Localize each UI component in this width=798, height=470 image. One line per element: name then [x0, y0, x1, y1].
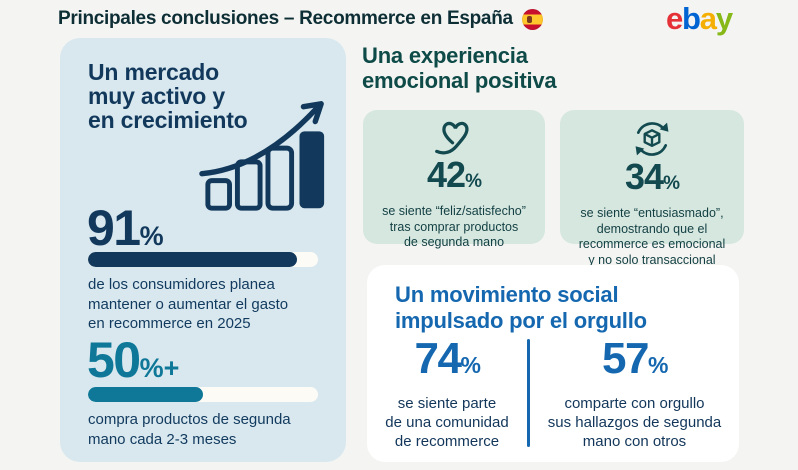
desc-line: mano con otros: [582, 433, 687, 450]
stat-unit: %: [663, 173, 680, 194]
heading-line: emocional positiva: [362, 68, 557, 93]
stat-91-progress-bar: [88, 252, 318, 267]
desc-line: recommerce es emocional: [578, 237, 726, 251]
stat-57-description: comparte con orgullo sus hallazgos de se…: [530, 394, 739, 451]
desc-line: sus hallazgos de segunda: [547, 414, 722, 431]
heading-line: muy activo y: [88, 83, 225, 109]
desc-line: de los consumidores planea: [88, 276, 275, 293]
ebay-logo-letter: a: [699, 1, 717, 36]
desc-line: se siente “feliz/satisfecho”: [382, 204, 526, 218]
heading-line: Un mercado: [88, 59, 219, 85]
stat-number: 50: [87, 332, 141, 388]
stat-50-description: compra productos de segunda mano cada 2-…: [88, 410, 291, 449]
ebay-logo-letter: e: [666, 1, 683, 36]
stat-42-value: 42%: [427, 154, 482, 200]
stat-card-happy: 42% se siente “feliz/satisfecho” tras co…: [363, 110, 545, 249]
desc-line: demostrando que el: [596, 221, 708, 236]
stat-74-description: se siente parte de una comunidad de reco…: [367, 394, 527, 451]
stat-number: 57: [602, 334, 649, 383]
desc-line: en recommerce en 2025: [88, 315, 251, 332]
page-title: Principales conclusiones – Recommerce en…: [58, 8, 513, 29]
ebay-logo: ebay: [666, 0, 733, 38]
stat-50-progress-bar: [88, 387, 318, 402]
stat-91-description: de los consumidores planea mantener o au…: [88, 275, 288, 334]
stat-number: 91: [87, 200, 141, 256]
stat-50-value: 50%+: [87, 335, 180, 392]
desc-line: de segunda mano: [403, 235, 505, 249]
heading-line: en crecimiento: [88, 107, 248, 133]
header: Principales conclusiones – Recommerce en…: [58, 8, 543, 30]
stat-unit: %+: [139, 353, 180, 383]
stat-57-block: 57% comparte con orgullo sus hallazgos d…: [530, 336, 739, 451]
desc-line: se siente parte: [397, 395, 497, 412]
heading-line: impulsado por el orgullo: [395, 308, 647, 333]
social-card-heading: Un movimiento social impulsado por el or…: [395, 282, 647, 334]
vertical-divider: [527, 339, 530, 447]
desc-line: y no solo transaccional: [588, 252, 716, 267]
spain-flag-icon: [521, 8, 543, 30]
stat-card-excited: 34% se siente “entusiasmado”, demostrand…: [560, 110, 744, 267]
desc-line: tras comprar productos: [389, 219, 519, 234]
desc-line: se siente “entusiasmado”,: [580, 206, 724, 220]
ebay-logo-letter: y: [715, 1, 733, 36]
stat-91-value: 91%: [87, 203, 164, 260]
desc-line: mantener o aumentar el gasto: [88, 295, 289, 313]
stat-unit: %: [460, 352, 481, 378]
heart-icon: [431, 119, 477, 157]
progress-fill: [88, 387, 203, 402]
recommerce-package-icon: [631, 119, 673, 159]
emotional-section-heading: Una experiencia emocional positiva: [362, 43, 557, 93]
spain-flag-emblem: [526, 15, 532, 23]
stat-number: 42: [427, 154, 466, 195]
desc-line: comparte con orgullo: [564, 395, 705, 412]
heading-line: Una experiencia: [362, 43, 528, 68]
stat-34-value: 34%: [625, 156, 680, 202]
stat-unit: %: [648, 352, 668, 378]
stat-34-description: se siente “entusiasmado”, demostrando qu…: [579, 206, 726, 268]
stat-57-value: 57%: [530, 336, 739, 388]
stat-74-block: 74% se siente parte de una comunidad de …: [367, 336, 527, 451]
market-panel: Un mercado muy activo y en crecimiento 9…: [60, 38, 346, 462]
stat-42-description: se siente “feliz/satisfecho” tras compra…: [382, 204, 526, 251]
desc-line: de recommerce: [394, 433, 500, 450]
stat-74-value: 74%: [367, 336, 527, 388]
ebay-logo-letter: b: [682, 1, 701, 36]
desc-line: compra productos de segunda: [88, 411, 291, 428]
desc-line: mano cada 2-3 meses: [88, 430, 237, 448]
progress-fill: [88, 252, 298, 267]
stat-unit: %: [465, 171, 482, 192]
social-movement-card: Un movimiento social impulsado por el or…: [367, 265, 739, 462]
desc-line: de una comunidad: [385, 414, 509, 431]
heading-line: Un movimiento social: [395, 282, 619, 307]
growth-chart-icon: [199, 101, 325, 211]
stat-number: 74: [414, 334, 462, 383]
market-panel-heading: Un mercado muy activo y en crecimiento: [88, 60, 248, 132]
stat-number: 34: [625, 156, 664, 197]
stat-unit: %: [139, 221, 164, 251]
